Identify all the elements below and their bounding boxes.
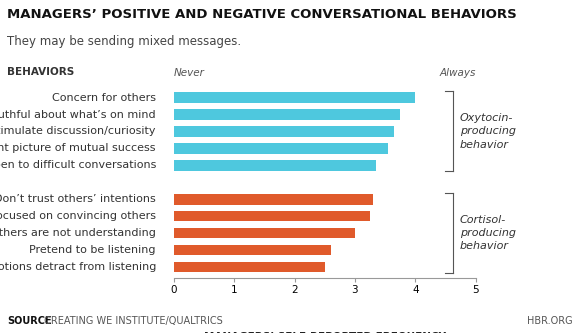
Text: HBR.ORG: HBR.ORG [527, 316, 573, 326]
Text: Paint picture of mutual success: Paint picture of mutual success [0, 144, 156, 154]
Bar [174, 92, 415, 103]
Text: SOURCE: SOURCE [7, 316, 52, 326]
Text: Emotions detract from listening: Emotions detract from listening [0, 262, 156, 272]
Text: Pretend to be listening: Pretend to be listening [30, 245, 156, 255]
Bar [174, 160, 376, 170]
Text: CREATING WE INSTITUTE/QUALTRICS: CREATING WE INSTITUTE/QUALTRICS [41, 316, 222, 326]
Bar [174, 194, 373, 204]
Text: Open to difficult conversations: Open to difficult conversations [0, 161, 156, 170]
Text: MANAGERS’ POSITIVE AND NEGATIVE CONVERSATIONAL BEHAVIORS: MANAGERS’ POSITIVE AND NEGATIVE CONVERSA… [7, 8, 517, 21]
Bar [174, 228, 355, 238]
Text: Concern for others: Concern for others [52, 93, 156, 103]
Bar [174, 126, 394, 137]
Bar [174, 143, 388, 154]
Text: BEHAVIORS: BEHAVIORS [7, 67, 74, 77]
Text: Oxytocin-
producing
behavior: Oxytocin- producing behavior [460, 113, 516, 150]
Bar [174, 109, 400, 120]
Text: Don’t trust others’ intentions: Don’t trust others’ intentions [0, 194, 156, 204]
Text: Cortisol-
producing
behavior: Cortisol- producing behavior [460, 215, 516, 251]
Bar [174, 211, 370, 221]
Text: Stimulate discussion/curiosity: Stimulate discussion/curiosity [0, 127, 156, 137]
Bar [174, 245, 331, 255]
Text: Others are not understanding: Others are not understanding [0, 228, 156, 238]
Bar [174, 262, 325, 272]
Text: Truthful about what’s on mind: Truthful about what’s on mind [0, 110, 156, 120]
Text: Focused on convincing others: Focused on convincing others [0, 211, 156, 221]
Text: MANAGERS’ SELF-REPORTED FREQUENCY: MANAGERS’ SELF-REPORTED FREQUENCY [204, 332, 446, 333]
Text: They may be sending mixed messages.: They may be sending mixed messages. [7, 35, 241, 48]
Text: Always: Always [439, 68, 476, 78]
Text: Never: Never [174, 68, 205, 78]
